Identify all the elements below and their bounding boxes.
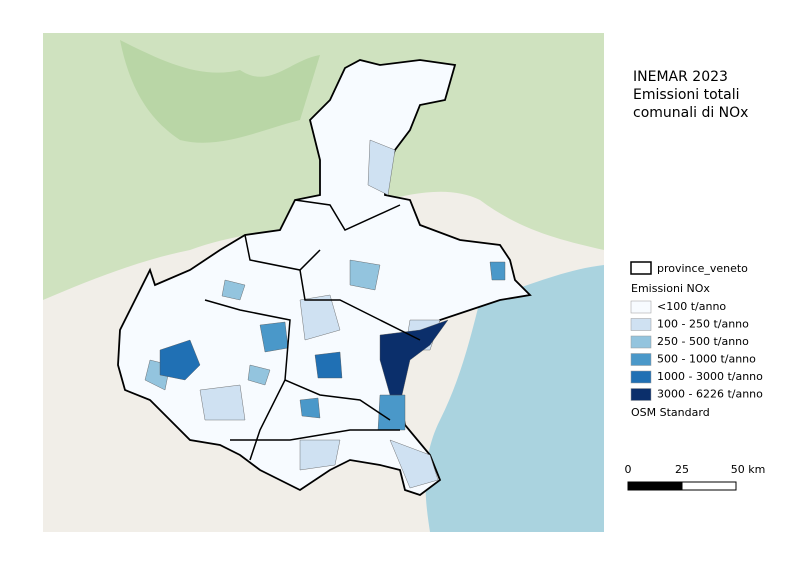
scale-bar: 0 25 50 km bbox=[625, 463, 766, 491]
province-borders bbox=[204, 199, 421, 461]
title-line: Emissioni totali bbox=[633, 87, 740, 103]
boundary-label: province_veneto bbox=[657, 262, 748, 275]
municipality bbox=[389, 439, 439, 489]
map-frame bbox=[43, 33, 604, 532]
title-block: INEMAR 2023 Emissioni totali comunali di N… bbox=[633, 69, 748, 121]
title-line: comunali di NOx bbox=[633, 105, 748, 121]
class-label: 250 - 500 t/anno bbox=[657, 335, 749, 348]
legend-group: Emissioni NOx bbox=[631, 282, 710, 295]
class-label: <100 t/anno bbox=[657, 300, 726, 313]
title-line: INEMAR 2023 bbox=[633, 69, 728, 85]
class-swatch bbox=[630, 370, 652, 384]
municipality bbox=[379, 319, 449, 396]
municipality bbox=[247, 364, 271, 386]
sea bbox=[425, 265, 604, 532]
municipality bbox=[159, 339, 201, 381]
scale-segment bbox=[627, 481, 683, 491]
class-label: 100 - 250 t/anno bbox=[657, 318, 749, 331]
class-swatch bbox=[630, 318, 652, 331]
class-label: 1000 - 3000 t/anno bbox=[657, 370, 763, 383]
scale-segment bbox=[681, 481, 737, 491]
class-swatch bbox=[630, 388, 652, 401]
class-swatch bbox=[630, 335, 652, 349]
scale-label: 0 bbox=[625, 463, 632, 476]
boundary-swatch bbox=[630, 261, 652, 275]
municipality bbox=[221, 279, 246, 301]
class-label: 3000 - 6226 t/anno bbox=[657, 388, 763, 401]
municipality bbox=[314, 351, 343, 379]
municipality bbox=[299, 294, 341, 341]
municipality bbox=[299, 397, 321, 419]
scale-label: 25 bbox=[675, 463, 689, 476]
legend: province_veneto Emissioni NOx <100 t/anno 1… bbox=[630, 261, 763, 419]
forest bbox=[120, 40, 320, 143]
municipality bbox=[377, 394, 406, 431]
basemap-label: OSM Standard bbox=[631, 406, 710, 419]
municipality bbox=[299, 439, 341, 471]
municipality bbox=[259, 321, 289, 353]
municipality bbox=[199, 384, 246, 421]
class-label: 500 - 1000 t/anno bbox=[657, 353, 756, 366]
municipality bbox=[489, 261, 506, 281]
municipality bbox=[367, 139, 396, 196]
class-swatch bbox=[630, 300, 652, 314]
scale-label: 50 km bbox=[731, 463, 766, 476]
class-swatch bbox=[630, 353, 652, 366]
municipality bbox=[349, 259, 381, 291]
